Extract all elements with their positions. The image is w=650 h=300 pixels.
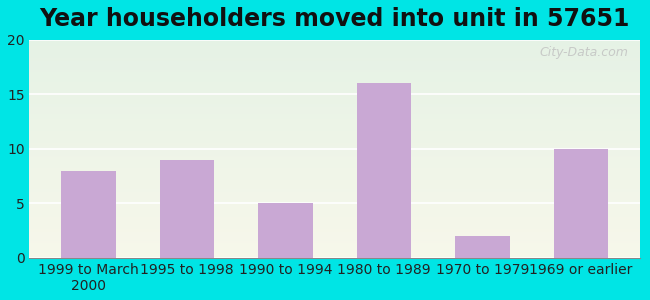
Text: City-Data.com: City-Data.com — [539, 46, 628, 59]
Bar — [160, 160, 214, 258]
Title: Year householders moved into unit in 57651: Year householders moved into unit in 576… — [40, 7, 630, 31]
Bar — [554, 149, 608, 258]
Bar — [62, 171, 116, 258]
Bar — [259, 203, 313, 258]
Bar — [357, 83, 411, 258]
Bar — [456, 236, 510, 258]
